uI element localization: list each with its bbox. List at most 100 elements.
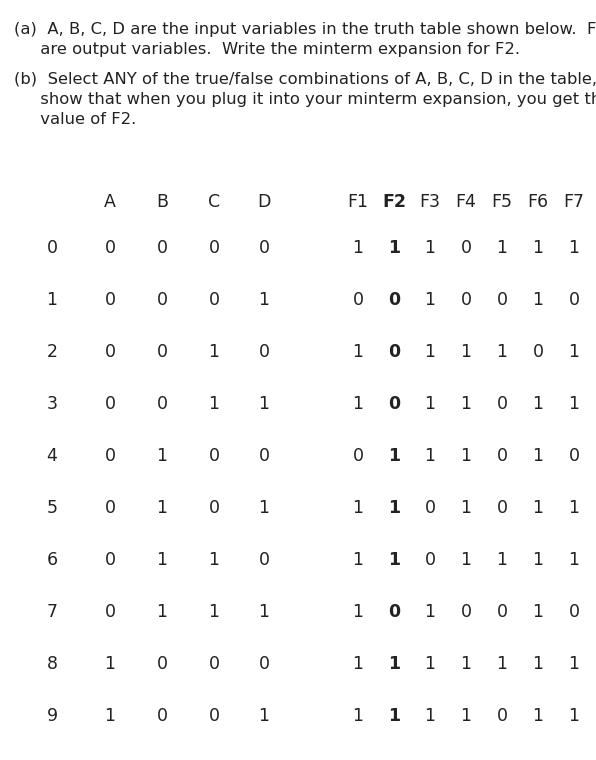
Text: 0: 0 [46, 239, 57, 257]
Text: 0: 0 [209, 707, 219, 725]
Text: 0: 0 [209, 499, 219, 517]
Text: 0: 0 [461, 603, 471, 621]
Text: 0: 0 [104, 343, 116, 361]
Text: 0: 0 [532, 343, 544, 361]
Text: 1: 1 [461, 655, 471, 673]
Text: 1: 1 [461, 395, 471, 413]
Text: 1: 1 [532, 655, 544, 673]
Text: 1: 1 [259, 395, 269, 413]
Text: 1: 1 [388, 499, 400, 517]
Text: 0: 0 [569, 603, 579, 621]
Text: 0: 0 [461, 291, 471, 309]
Text: 0: 0 [104, 395, 116, 413]
Text: 1: 1 [569, 655, 579, 673]
Text: 0: 0 [496, 447, 508, 465]
Text: 1: 1 [569, 551, 579, 569]
Text: 0: 0 [209, 239, 219, 257]
Text: 0: 0 [461, 239, 471, 257]
Text: 1: 1 [569, 499, 579, 517]
Text: (b)  Select ANY of the true/false combinations of A, B, C, D in the table, and: (b) Select ANY of the true/false combina… [14, 72, 596, 87]
Text: F3: F3 [420, 193, 440, 211]
Text: 1: 1 [209, 603, 219, 621]
Text: 0: 0 [259, 655, 269, 673]
Text: 1: 1 [388, 239, 400, 257]
Text: 1: 1 [157, 551, 167, 569]
Text: 1: 1 [496, 655, 508, 673]
Text: 3: 3 [46, 395, 57, 413]
Text: 0: 0 [209, 655, 219, 673]
Text: 1: 1 [461, 707, 471, 725]
Text: 0: 0 [424, 499, 436, 517]
Text: are output variables.  Write the minterm expansion for F2.: are output variables. Write the minterm … [14, 42, 520, 57]
Text: 0: 0 [388, 343, 400, 361]
Text: 0: 0 [209, 291, 219, 309]
Text: 1: 1 [388, 655, 400, 673]
Text: 1: 1 [388, 551, 400, 569]
Text: 1: 1 [388, 447, 400, 465]
Text: 0: 0 [157, 655, 167, 673]
Text: 0: 0 [569, 447, 579, 465]
Text: 1: 1 [209, 395, 219, 413]
Text: 0: 0 [388, 603, 400, 621]
Text: 1: 1 [532, 239, 544, 257]
Text: 0: 0 [157, 343, 167, 361]
Text: 1: 1 [157, 447, 167, 465]
Text: B: B [156, 193, 168, 211]
Text: 1: 1 [157, 603, 167, 621]
Text: 1: 1 [209, 551, 219, 569]
Text: 0: 0 [104, 499, 116, 517]
Text: 1: 1 [104, 655, 116, 673]
Text: 1: 1 [157, 499, 167, 517]
Text: 1: 1 [352, 395, 364, 413]
Text: 1: 1 [424, 291, 436, 309]
Text: 1: 1 [532, 707, 544, 725]
Text: F4: F4 [455, 193, 476, 211]
Text: 1: 1 [424, 343, 436, 361]
Text: 6: 6 [46, 551, 58, 569]
Text: 0: 0 [352, 291, 364, 309]
Text: (a)  A, B, C, D are the input variables in the truth table shown below.  F1 – F7: (a) A, B, C, D are the input variables i… [14, 22, 596, 37]
Text: 2: 2 [46, 343, 57, 361]
Text: 0: 0 [424, 551, 436, 569]
Text: 0: 0 [104, 447, 116, 465]
Text: 0: 0 [157, 291, 167, 309]
Text: F6: F6 [527, 193, 548, 211]
Text: 1: 1 [461, 551, 471, 569]
Text: 5: 5 [46, 499, 57, 517]
Text: C: C [208, 193, 220, 211]
Text: 1: 1 [461, 343, 471, 361]
Text: 1: 1 [259, 499, 269, 517]
Text: 1: 1 [424, 603, 436, 621]
Text: 0: 0 [496, 603, 508, 621]
Text: 1: 1 [104, 707, 116, 725]
Text: F1: F1 [347, 193, 368, 211]
Text: F2: F2 [382, 193, 406, 211]
Text: 1: 1 [496, 343, 508, 361]
Text: 1: 1 [532, 291, 544, 309]
Text: 1: 1 [209, 343, 219, 361]
Text: 0: 0 [259, 447, 269, 465]
Text: 1: 1 [352, 603, 364, 621]
Text: 0: 0 [259, 551, 269, 569]
Text: 1: 1 [569, 395, 579, 413]
Text: 1: 1 [46, 291, 57, 309]
Text: 0: 0 [104, 603, 116, 621]
Text: 0: 0 [496, 395, 508, 413]
Text: 1: 1 [388, 707, 400, 725]
Text: 4: 4 [46, 447, 57, 465]
Text: 1: 1 [424, 707, 436, 725]
Text: 1: 1 [352, 499, 364, 517]
Text: 1: 1 [424, 239, 436, 257]
Text: 1: 1 [259, 707, 269, 725]
Text: 1: 1 [532, 551, 544, 569]
Text: 1: 1 [461, 447, 471, 465]
Text: 1: 1 [424, 395, 436, 413]
Text: 1: 1 [352, 655, 364, 673]
Text: 1: 1 [532, 395, 544, 413]
Text: 0: 0 [157, 707, 167, 725]
Text: 0: 0 [259, 239, 269, 257]
Text: 1: 1 [424, 447, 436, 465]
Text: 1: 1 [259, 603, 269, 621]
Text: 1: 1 [569, 343, 579, 361]
Text: 1: 1 [352, 343, 364, 361]
